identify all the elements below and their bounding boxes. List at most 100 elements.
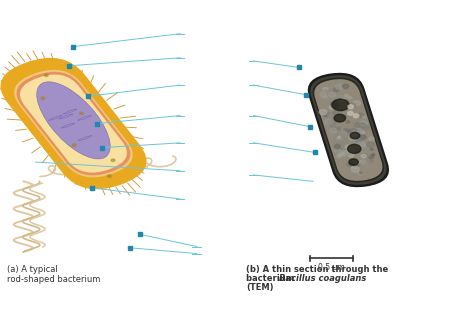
Circle shape: [329, 105, 335, 109]
Circle shape: [337, 136, 341, 138]
FancyBboxPatch shape: [20, 74, 127, 173]
Circle shape: [344, 128, 347, 130]
Circle shape: [348, 105, 354, 108]
Circle shape: [369, 137, 374, 141]
Circle shape: [358, 171, 363, 175]
Circle shape: [348, 153, 354, 157]
Circle shape: [338, 153, 343, 156]
Circle shape: [334, 114, 346, 122]
Circle shape: [353, 100, 360, 106]
Circle shape: [343, 84, 349, 89]
Circle shape: [332, 99, 349, 111]
FancyBboxPatch shape: [314, 79, 383, 181]
Circle shape: [331, 103, 339, 108]
Circle shape: [108, 175, 111, 178]
Circle shape: [73, 144, 76, 146]
Text: (a) A typical
rod-shaped bacterium: (a) A typical rod-shaped bacterium: [7, 265, 100, 284]
Circle shape: [360, 172, 363, 174]
Circle shape: [362, 154, 367, 157]
Circle shape: [324, 119, 332, 125]
Circle shape: [360, 142, 365, 146]
Circle shape: [352, 165, 357, 169]
Circle shape: [333, 88, 339, 91]
Circle shape: [345, 145, 350, 148]
Circle shape: [334, 149, 340, 152]
Circle shape: [358, 113, 364, 117]
FancyBboxPatch shape: [312, 77, 384, 183]
Circle shape: [346, 137, 351, 141]
Circle shape: [354, 122, 361, 127]
Circle shape: [346, 148, 355, 154]
Circle shape: [334, 135, 342, 141]
Circle shape: [328, 113, 335, 117]
Circle shape: [353, 133, 358, 136]
Circle shape: [359, 123, 366, 128]
FancyBboxPatch shape: [0, 58, 146, 189]
Circle shape: [341, 111, 347, 115]
Circle shape: [364, 144, 367, 147]
Circle shape: [336, 84, 344, 90]
Circle shape: [341, 128, 349, 133]
Circle shape: [360, 108, 363, 109]
Circle shape: [347, 163, 352, 166]
Circle shape: [328, 120, 336, 125]
Circle shape: [370, 160, 373, 162]
Circle shape: [345, 94, 348, 97]
Circle shape: [336, 95, 345, 101]
Circle shape: [338, 142, 344, 146]
Circle shape: [333, 111, 338, 115]
FancyBboxPatch shape: [14, 70, 133, 178]
Circle shape: [334, 144, 340, 149]
Circle shape: [361, 154, 366, 158]
Text: (b) A thin section through the: (b) A thin section through the: [246, 265, 389, 274]
Circle shape: [365, 154, 369, 157]
Circle shape: [337, 127, 341, 130]
FancyBboxPatch shape: [310, 75, 386, 185]
Circle shape: [356, 160, 360, 164]
Circle shape: [346, 121, 350, 123]
Circle shape: [328, 114, 333, 117]
Circle shape: [323, 90, 330, 94]
Circle shape: [356, 143, 365, 148]
Circle shape: [329, 128, 337, 133]
Circle shape: [342, 150, 350, 155]
Circle shape: [351, 131, 357, 135]
Circle shape: [363, 116, 366, 118]
Circle shape: [111, 159, 115, 161]
Circle shape: [320, 92, 327, 97]
Circle shape: [356, 138, 361, 142]
Circle shape: [328, 92, 336, 97]
Circle shape: [372, 153, 375, 156]
Circle shape: [348, 130, 352, 133]
Circle shape: [353, 114, 359, 118]
Circle shape: [343, 147, 346, 149]
Circle shape: [351, 129, 357, 133]
Circle shape: [366, 142, 374, 147]
FancyBboxPatch shape: [28, 84, 114, 157]
Circle shape: [348, 103, 356, 108]
Circle shape: [45, 74, 48, 76]
Text: (TEM): (TEM): [246, 283, 274, 292]
Circle shape: [356, 139, 362, 143]
Circle shape: [322, 113, 326, 115]
Circle shape: [340, 151, 348, 156]
Circle shape: [359, 160, 365, 164]
Circle shape: [355, 129, 363, 134]
Circle shape: [329, 93, 337, 98]
Circle shape: [323, 98, 331, 103]
Circle shape: [337, 137, 341, 141]
Circle shape: [337, 148, 343, 152]
Circle shape: [80, 112, 83, 115]
Circle shape: [324, 113, 329, 117]
FancyBboxPatch shape: [308, 73, 389, 187]
Circle shape: [323, 87, 328, 91]
Circle shape: [356, 139, 362, 143]
Text: 0.5 μm: 0.5 μm: [319, 263, 345, 272]
Circle shape: [319, 109, 327, 115]
Circle shape: [360, 133, 363, 134]
Circle shape: [347, 111, 353, 115]
Circle shape: [337, 155, 341, 158]
Text: Bacillus coagulans: Bacillus coagulans: [279, 274, 366, 283]
Circle shape: [348, 147, 351, 149]
Circle shape: [370, 148, 374, 150]
